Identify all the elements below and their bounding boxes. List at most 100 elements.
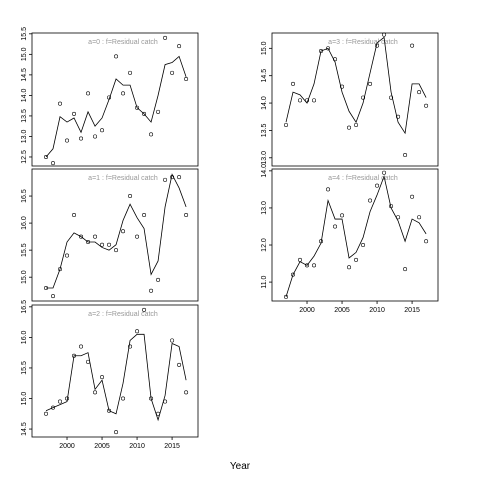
panel-title: a=4 : f=Residual catch (328, 175, 398, 182)
observed-point (156, 277, 161, 282)
observed-point (284, 122, 289, 127)
observed-point (347, 125, 352, 130)
observed-point (177, 175, 182, 180)
observed-point (58, 101, 63, 106)
observed-point (44, 286, 49, 291)
observed-point (424, 239, 429, 244)
observed-point (340, 84, 345, 89)
observed-point (58, 267, 63, 272)
observed-point (333, 224, 338, 229)
observed-point (410, 43, 415, 48)
y-tick-label: 14.5 (261, 69, 268, 83)
y-tick-label: 13.5 (21, 109, 28, 123)
observed-point (51, 294, 56, 299)
observed-point (149, 288, 154, 293)
y-tick-label: 13.0 (21, 130, 28, 144)
observed-point (375, 43, 380, 48)
x-tick-label: 2005 (334, 307, 350, 314)
observed-point (319, 239, 324, 244)
x-tick-label: 2000 (59, 443, 75, 450)
observed-point (340, 213, 345, 218)
observed-point (44, 154, 49, 159)
x-tick-label: 2000 (299, 307, 315, 314)
observed-point (375, 183, 380, 188)
observed-point (100, 375, 105, 380)
observed-point (177, 362, 182, 367)
y-tick-label: 14.0 (21, 88, 28, 102)
observed-point (354, 122, 359, 127)
fit-line (46, 173, 187, 289)
observed-point (65, 396, 70, 401)
observed-point (135, 329, 140, 334)
observed-point (361, 95, 366, 100)
observed-point (156, 411, 161, 416)
observed-point (396, 114, 401, 119)
observed-point (51, 161, 56, 166)
y-tick-label: 15.0 (261, 41, 268, 55)
observed-point (135, 234, 140, 239)
observed-point (100, 242, 105, 247)
observed-point (424, 103, 429, 108)
y-tick-label: 14.5 (21, 68, 28, 82)
observed-point (177, 44, 182, 49)
observed-point (135, 105, 140, 110)
observed-point (184, 390, 189, 395)
observed-point (121, 229, 126, 234)
observed-point (184, 76, 189, 81)
observed-point (389, 204, 394, 209)
y-tick-label: 15.0 (21, 392, 28, 406)
observed-point (114, 54, 119, 59)
observed-point (347, 265, 352, 270)
observed-point (396, 215, 401, 220)
y-tick-label: 13.5 (261, 124, 268, 138)
observed-point (382, 32, 387, 37)
observed-point (58, 399, 63, 404)
observed-point (163, 35, 168, 40)
x-tick-label: 2005 (94, 443, 110, 450)
observed-point (163, 177, 168, 182)
y-tick-label: 16.0 (21, 216, 28, 230)
observed-point (100, 128, 105, 133)
observed-point (368, 81, 373, 86)
panel-title: a=3 : f=Residual catch (328, 39, 398, 46)
observed-point (170, 338, 175, 343)
observed-point (79, 344, 84, 349)
observed-point (333, 57, 338, 62)
y-tick-label: 12.0 (261, 238, 268, 252)
observed-point (65, 138, 70, 143)
observed-point (72, 353, 77, 358)
y-tick-label: 14.0 (261, 164, 268, 178)
panel-title: a=2 : f=Residual catch (88, 311, 158, 318)
fit-line (45, 333, 187, 422)
panel-frame (271, 168, 439, 302)
observed-point (51, 405, 56, 410)
panel-frame (31, 304, 199, 438)
observed-point (79, 136, 84, 141)
observed-point (121, 91, 126, 96)
observed-point (305, 98, 310, 103)
observed-point (354, 257, 359, 262)
observed-point (361, 243, 366, 248)
observed-point (149, 132, 154, 137)
observed-point (312, 263, 317, 268)
panel-frame (31, 32, 199, 167)
observed-point (389, 95, 394, 100)
observed-point (156, 109, 161, 114)
observed-point (319, 49, 324, 54)
y-tick-label: 15.5 (21, 27, 28, 41)
observed-point (170, 70, 175, 75)
observed-point (72, 111, 77, 116)
fit-line (285, 175, 427, 298)
observed-point (142, 307, 147, 312)
observed-point (298, 257, 303, 262)
observed-point (382, 170, 387, 175)
observed-point (403, 153, 408, 158)
observed-point (298, 98, 303, 103)
y-tick-label: 14.5 (21, 422, 28, 436)
observed-point (312, 98, 317, 103)
observed-point (410, 194, 415, 199)
y-tick-label: 16.5 (21, 300, 28, 314)
observed-point (114, 430, 119, 435)
observed-point (291, 272, 296, 277)
